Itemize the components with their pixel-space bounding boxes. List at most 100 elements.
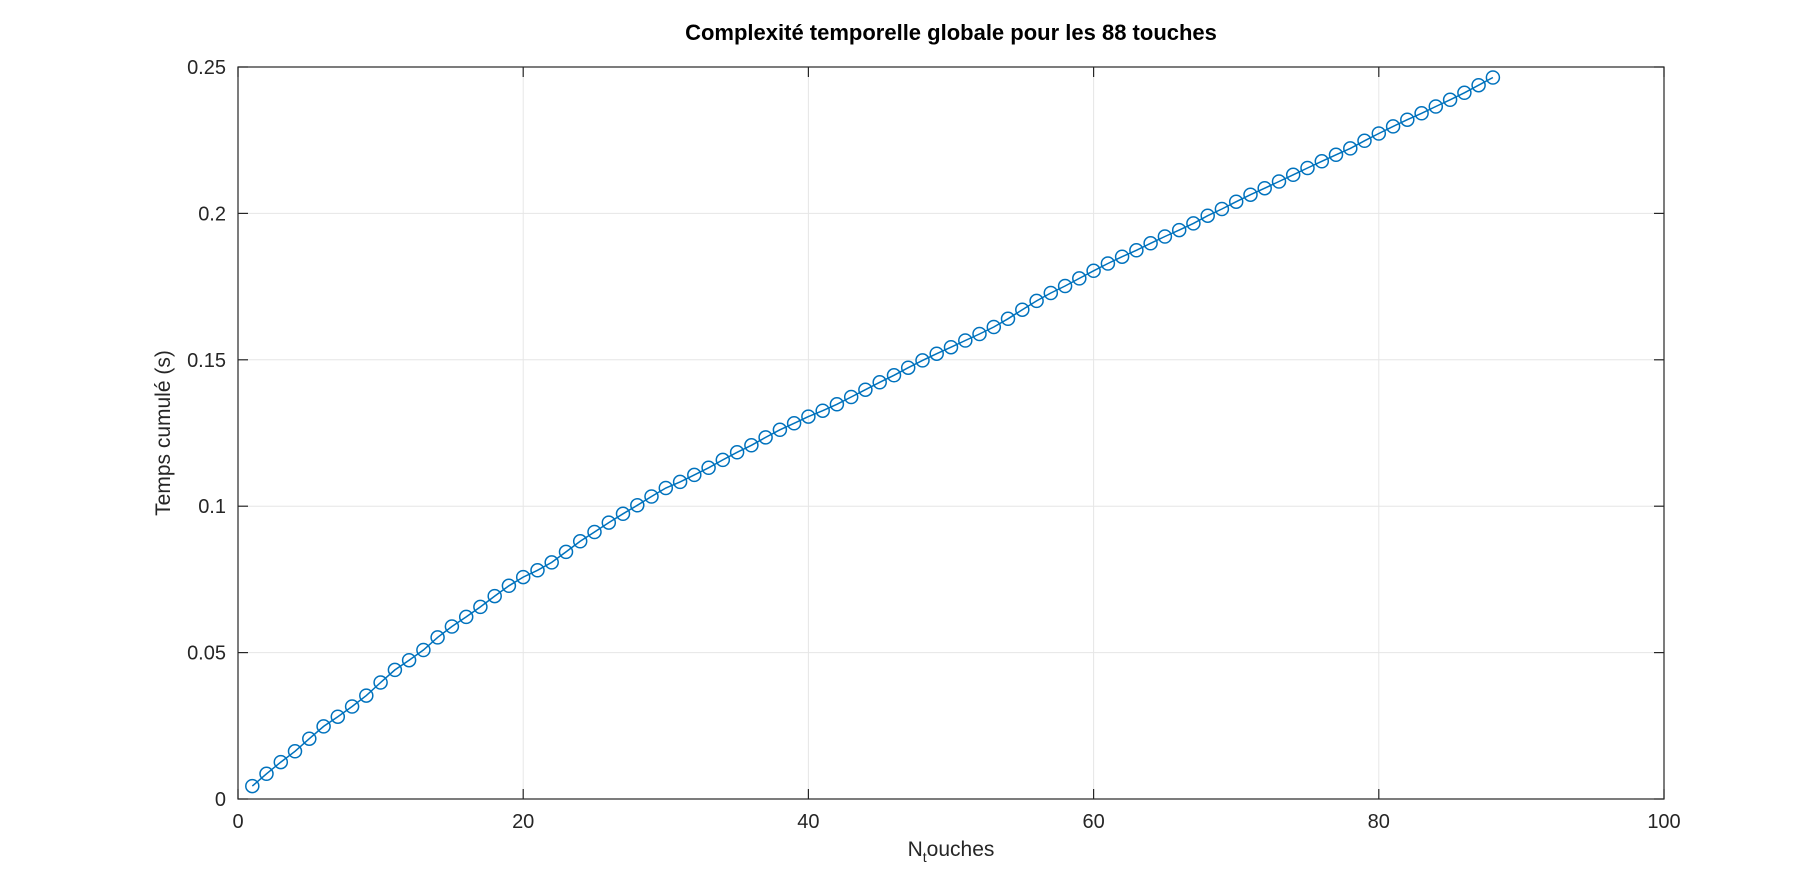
data-point-marker [1414, 106, 1429, 121]
data-point-marker [1114, 249, 1130, 264]
data-point-marker [587, 524, 602, 540]
data-point-marker [1228, 194, 1244, 209]
data-point-marker [287, 744, 303, 759]
data-point-marker [1029, 293, 1044, 309]
x-tick-label: 40 [797, 811, 819, 833]
data-point-marker [1000, 311, 1016, 327]
data-point-marker [672, 474, 688, 490]
data-point-marker [729, 445, 745, 460]
data-point-marker [245, 778, 260, 794]
data-point-marker [943, 339, 959, 355]
y-tick-label: 0.05 [187, 643, 226, 665]
data-point-marker [687, 467, 702, 483]
data-point-marker [630, 498, 645, 513]
data-point-marker [359, 688, 374, 703]
data-point-marker [1328, 147, 1344, 163]
data-point-marker [915, 353, 930, 368]
data-point-marker [259, 766, 274, 782]
series-line-group [245, 70, 1501, 794]
data-point-marker [1072, 271, 1087, 286]
data-point-marker [501, 578, 517, 594]
x-tick-label: 60 [1082, 811, 1104, 833]
data-point-marker [1285, 167, 1301, 183]
data-point-marker [1171, 222, 1187, 238]
data-point-marker [273, 754, 289, 770]
y-tick-label: 0.25 [187, 57, 226, 79]
x-tick-label: 20 [512, 811, 534, 833]
data-point-marker [458, 609, 474, 625]
data-point-marker [615, 506, 631, 522]
data-point-marker [1385, 119, 1401, 134]
data-point-marker [1243, 187, 1258, 202]
data-point-marker [772, 422, 788, 438]
data-point-marker [1371, 126, 1387, 141]
data-point-marker [843, 389, 859, 405]
data-point-marker [972, 326, 987, 342]
data-point-marker [1300, 160, 1315, 176]
data-point-marker [401, 652, 417, 668]
data-point-marker [430, 630, 445, 645]
data-point-marker [872, 375, 887, 390]
data-point-marker [487, 588, 502, 604]
data-point-marker [829, 397, 845, 412]
data-point-marker [316, 719, 331, 734]
data-point-marker [786, 416, 802, 431]
y-axis-label: Temps cumulé (s) [152, 350, 175, 516]
x-axis-label-main: N [908, 838, 923, 861]
grid [238, 67, 1664, 799]
axis-ticks: 0 20 40 60 80 100 0 0.05 0.1 0.15 0.2 0.25 [187, 57, 1681, 833]
data-point-marker [444, 619, 460, 634]
x-tick-label: 0 [232, 811, 243, 833]
data-point-marker [1129, 243, 1144, 258]
y-tick-label: 0.15 [187, 350, 226, 372]
data-point-marker [715, 452, 731, 468]
data-point-marker [1471, 77, 1486, 93]
data-point-marker [986, 319, 1002, 335]
data-point-marker [473, 599, 488, 615]
data-point-marker [387, 662, 403, 678]
data-point-marker [858, 382, 873, 397]
data-point-marker [801, 409, 816, 424]
data-point-marker [515, 569, 531, 585]
data-point-marker [886, 368, 902, 383]
chart-title: Complexité temporelle globale pour les 8… [685, 20, 1217, 45]
data-point-marker [601, 515, 617, 530]
data-point-marker [1442, 92, 1458, 108]
data-point-marker [1200, 208, 1215, 223]
data-point-marker [530, 563, 545, 578]
data-point-marker [815, 403, 830, 418]
data-point-marker [744, 438, 759, 453]
data-point-marker [1357, 133, 1372, 149]
data-point-marker [1057, 278, 1073, 294]
y-tick-label: 0 [215, 789, 226, 811]
x-axis-label: Ntouches [908, 838, 995, 865]
data-point-marker [1314, 154, 1330, 169]
data-point-marker [929, 346, 944, 361]
data-point-marker [373, 675, 388, 690]
data-point-marker [1400, 112, 1415, 127]
y-tick-label: 0.2 [198, 203, 226, 225]
data-point-marker [558, 544, 574, 560]
data-point-marker [344, 699, 360, 714]
data-point-marker [1143, 236, 1158, 251]
data-point-marker [416, 642, 431, 658]
series-line [251, 76, 1494, 787]
data-point-marker [900, 360, 916, 375]
data-point-marker [1343, 141, 1358, 156]
x-tick-label: 80 [1368, 811, 1390, 833]
data-point-marker [1428, 99, 1444, 114]
data-point-marker [758, 430, 773, 445]
data-point-marker [1457, 85, 1472, 101]
data-point-marker [658, 480, 674, 496]
data-point-marker [1485, 70, 1501, 85]
data-point-marker [1257, 180, 1272, 196]
data-point-marker [1186, 216, 1201, 231]
plot-frame [237, 66, 1665, 800]
data-point-marker [572, 534, 588, 549]
data-point-marker [1271, 174, 1287, 189]
data-point-marker [1015, 302, 1030, 317]
data-point-marker [544, 555, 559, 570]
